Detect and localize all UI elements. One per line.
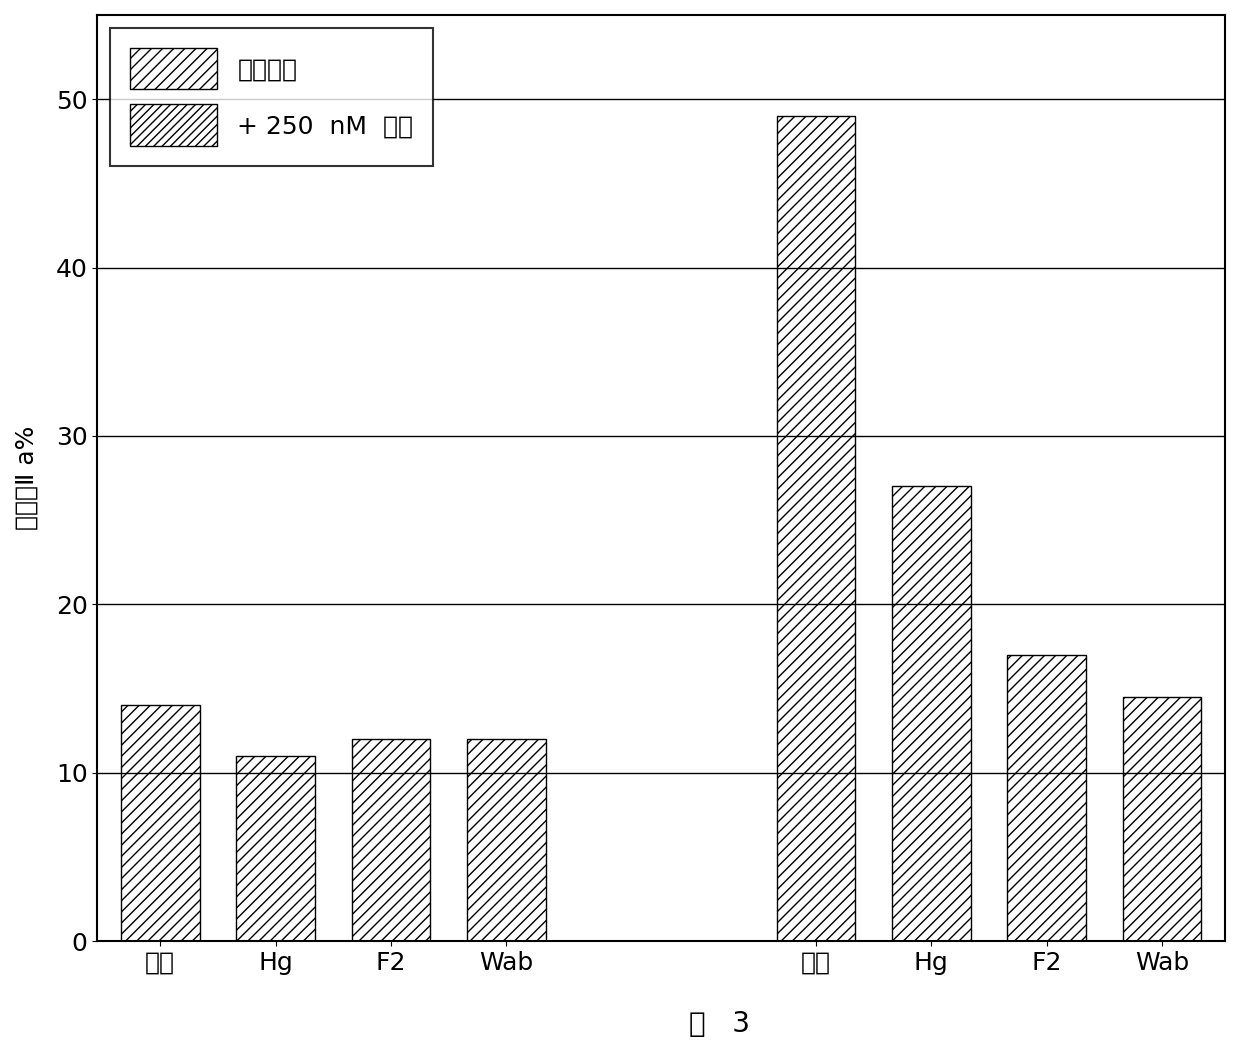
Bar — [1122, 697, 1202, 941]
Legend: 没有肝素, + 250  nM  肝素: 没有肝素, + 250 nM 肝素 — [110, 27, 433, 166]
Bar — [467, 739, 546, 941]
Bar — [776, 116, 856, 941]
Text: 图   3: 图 3 — [688, 1010, 750, 1038]
Bar — [237, 756, 315, 941]
Bar — [1007, 655, 1086, 941]
Y-axis label: 结合的Ⅱ a%: 结合的Ⅱ a% — [15, 425, 38, 531]
Bar — [120, 706, 200, 941]
Bar — [352, 739, 430, 941]
Bar — [892, 486, 971, 941]
